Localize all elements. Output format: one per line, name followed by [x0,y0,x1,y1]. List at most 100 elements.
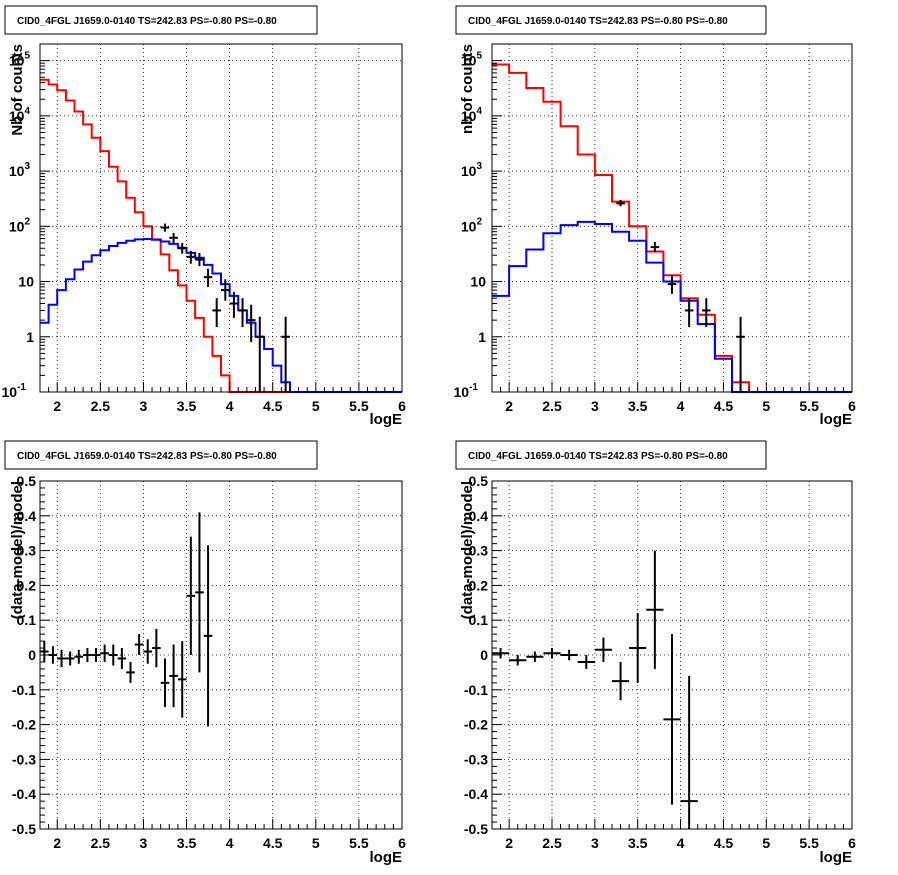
y-tick-label: 0.5 [17,473,37,489]
y-tick-label: 0.2 [469,577,489,593]
x-tick-label: 3.5 [177,398,197,414]
data-point [663,634,681,805]
histogram-series-1 [40,78,402,393]
chart-pad-3: CID0_4FGL J1659.0-0140 TS=242.83 PS=-0.8… [4,440,406,866]
data-point [594,637,612,662]
data-point [492,648,510,659]
x-tick-label: 4 [677,835,685,851]
x-tick-label: 4.5 [263,398,283,414]
chart-title-box: CID0_4FGL J1659.0-0140 TS=242.83 PS=-0.8… [455,5,767,35]
x-tick-label: 5 [762,398,770,414]
chart-pad-4: CID0_4FGL J1659.0-0140 TS=242.83 PS=-0.8… [455,440,856,866]
x-axis [500,819,853,829]
grid [492,44,852,392]
data-point [152,628,161,668]
x-tick-label: 5.5 [349,835,369,851]
data-point [543,648,561,659]
x-tick-label: 2.5 [91,835,111,851]
y-axis [40,60,50,393]
title-frame [455,440,767,470]
histogram-series-2 [492,220,852,393]
data-point [684,298,694,328]
y-tick-label: 0.4 [469,508,489,524]
chart-title: CID0_4FGL J1659.0-0140 TS=242.83 PS=-0.8… [468,451,728,462]
y-tick-label: -0.4 [12,786,36,802]
data-point [65,651,75,666]
data-point [74,649,84,664]
y-tick-label: 0 [28,647,36,663]
data-point [83,648,92,662]
y-tick-label: 1 [26,329,34,345]
y-tick-label: 0 [480,647,488,663]
chart-title-box: CID0_4FGL J1659.0-0140 TS=242.83 PS=-0.8… [4,5,318,35]
y-tick-label: 102 [461,216,483,234]
x-tick-label: 3.5 [177,835,197,851]
x-axis [500,382,853,392]
x-tick-label: 3.5 [628,835,648,851]
x-tick-label: 2.5 [542,835,562,851]
y-tick-label: 10 [18,274,34,290]
title-frame [455,5,767,35]
chart-title: CID0_4FGL J1659.0-0140 TS=242.83 PS=-0.8… [17,451,277,462]
chart-title: CID0_4FGL J1659.0-0140 TS=242.83 PS=-0.8… [17,16,277,27]
y-tick-label: -0.1 [464,682,488,698]
data-point [134,634,144,655]
x-tick-label: 2 [505,398,513,414]
data-point [680,675,698,829]
data-point [203,545,213,727]
x-tick-label: 5.5 [799,398,819,414]
chart-title-box: CID0_4FGL J1659.0-0140 TS=242.83 PS=-0.8… [455,440,767,470]
data-point [229,291,239,318]
data-point [221,279,230,301]
data-point [612,661,630,701]
data-point [736,316,745,392]
data-point [702,298,711,328]
y-tick-label: 104 [9,106,31,124]
data-point [560,649,578,661]
y-axis-title: (data-model)/model [459,481,476,619]
y-axis-title: (data-model)/model [9,481,26,619]
data-point [143,639,153,664]
data-point [186,250,196,264]
data-point [117,648,127,669]
y-tick-label: 0.5 [469,473,489,489]
x-tick-label: 2.5 [91,398,111,414]
x-tick-label: 3 [591,398,599,414]
y-axis-title: nb of counts [459,44,476,134]
x-tick-label: 6 [398,835,406,851]
y-tick-label: -0.5 [12,821,36,837]
x-axis [48,382,403,392]
y-tick-label: -0.4 [464,786,488,802]
x-tick-label: 2 [53,835,61,851]
y-tick-label: 0.4 [17,508,37,524]
x-axis-title: logE [370,849,403,866]
title-frame [4,440,318,470]
data-point [212,298,221,328]
plot-frame [491,43,853,393]
y-tick-label: 104 [461,106,483,124]
data-point [169,232,178,243]
title-frame [4,5,318,35]
plot-frame [39,43,403,393]
data-point [246,304,256,343]
y-tick-label: 103 [461,161,483,179]
x-tick-label: 4.5 [714,398,734,414]
data-point [48,646,58,664]
y-tick-label: 105 [461,51,483,69]
data-point [526,651,544,662]
y-tick-label: -0.3 [12,751,36,767]
x-tick-label: 6 [848,398,856,414]
data-points [160,223,290,392]
x-axis-title: logE [370,411,403,428]
x-tick-label: 3.5 [628,398,648,414]
chart-pad-1: CID0_4FGL J1659.0-0140 TS=242.83 PS=-0.8… [2,5,406,428]
data-point [100,644,109,662]
y-tick-label: 0.3 [469,543,489,559]
x-tick-label: 4.5 [263,835,283,851]
data-point [255,316,265,392]
x-tick-label: 2 [505,835,513,851]
data-point [177,242,187,254]
data-point [650,241,660,253]
data-point [177,641,187,718]
